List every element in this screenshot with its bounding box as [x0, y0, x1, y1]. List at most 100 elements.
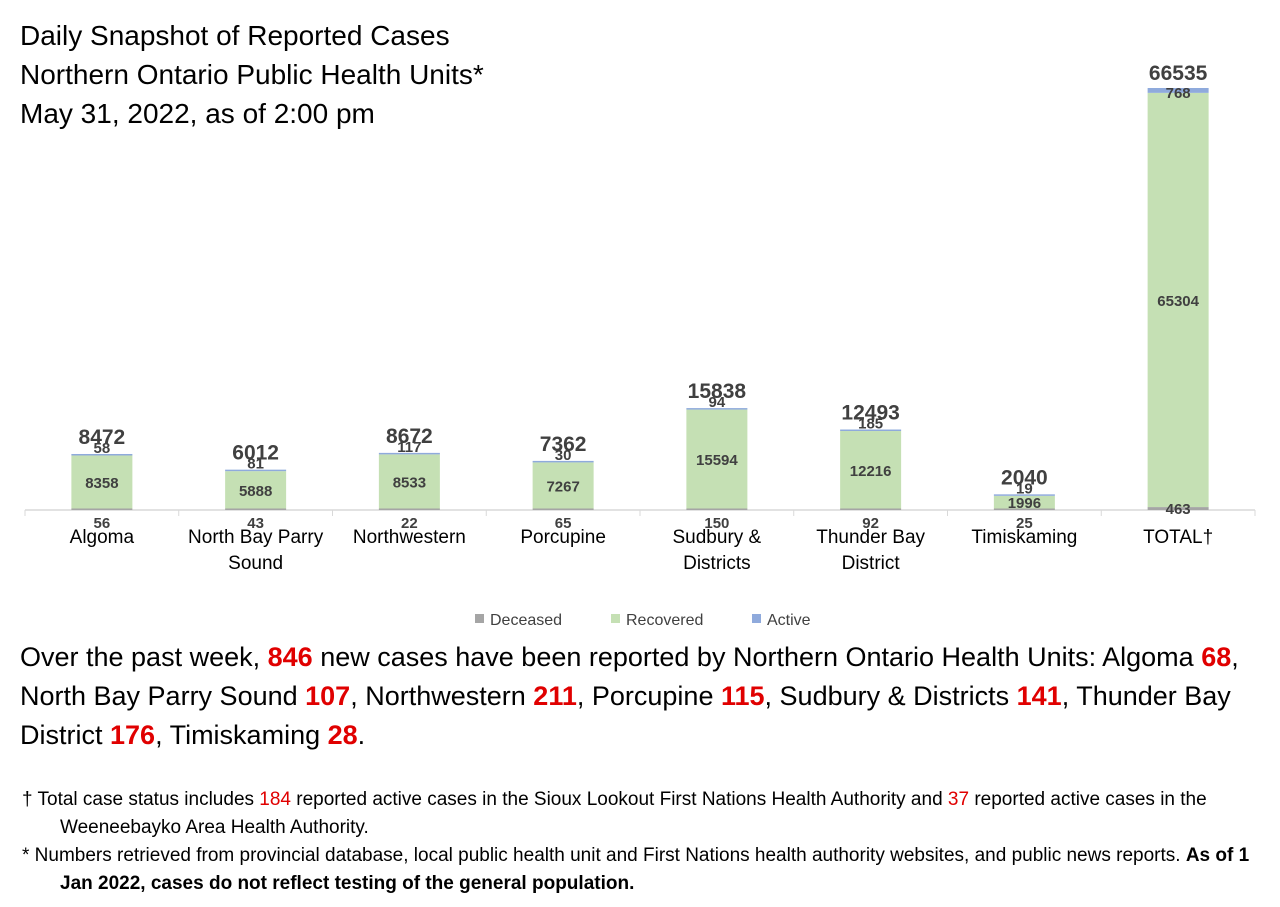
legend-swatch-recovered: [611, 614, 620, 623]
data-label-deceased: 22: [401, 515, 418, 532]
data-label-active: 768: [1166, 85, 1191, 102]
data-label-total: 15838: [688, 380, 747, 403]
bar-segment-active: [225, 469, 287, 472]
footnote-dagger: † Total case status includes 184 reporte…: [22, 786, 1272, 842]
bar-segment-deceased: [225, 508, 287, 510]
legend-label-deceased: Deceased: [490, 612, 562, 629]
title-line-3: May 31, 2022, as of 2:00 pm: [20, 98, 375, 129]
x-tick-label: Thunder Bay: [816, 527, 925, 548]
bar-segment-recovered: [71, 455, 133, 509]
bar-segment-recovered: [686, 409, 748, 509]
bar-segment-deceased: [1147, 507, 1209, 510]
title-line-2: Northern Ontario Public Health Units*: [20, 59, 484, 90]
summary-unit-name: Thunder Bay District: [20, 681, 1231, 750]
bar-segment-active: [1147, 88, 1209, 93]
bar-segment-recovered: [225, 471, 287, 509]
data-label-total: 66535: [1149, 62, 1208, 85]
data-label-total: 2040: [1001, 466, 1048, 489]
summary-unit-count: 68: [1201, 642, 1232, 672]
x-tick-label: North Bay Parry: [188, 527, 324, 548]
data-label-deceased: 463: [1166, 501, 1191, 518]
legend-label-active: Active: [767, 612, 811, 629]
data-label-recovered: 5888: [239, 483, 272, 500]
summary-unit-count: 176: [110, 720, 156, 750]
data-label-recovered: 7267: [546, 478, 579, 495]
x-tick-label: Sudbury &: [673, 527, 762, 548]
data-label-active: 19: [1016, 480, 1033, 497]
footnote-dagger-num-1: 184: [259, 789, 291, 810]
summary-intro: Over the past week,: [20, 642, 268, 672]
footnote-star-bold: As of 1 Jan 2022, cases do not reflect t…: [60, 845, 1250, 894]
data-label-deceased: 56: [94, 515, 111, 532]
footnote-dagger-text-3: reported active cases in the Weeneebayko…: [60, 789, 1207, 838]
data-label-deceased: 65: [555, 515, 572, 532]
data-label-total: 6012: [232, 442, 279, 465]
footnote-dagger-text-2: reported active cases in the Sioux Looko…: [291, 789, 948, 810]
bar-segment-active: [71, 453, 133, 456]
summary-intro-end: new cases have been reported by Northern…: [312, 642, 1097, 672]
footnotes: † Total case status includes 184 reporte…: [22, 786, 1272, 898]
bar-segment-deceased: [993, 508, 1055, 510]
x-tick-label: TOTAL†: [1143, 527, 1213, 548]
bar-segment-deceased: [71, 508, 133, 510]
summary-unit-name: Algoma: [1102, 642, 1202, 672]
data-label-recovered: 1996: [1008, 495, 1041, 512]
x-tick-label: Sound: [228, 553, 283, 574]
data-label-active: 58: [94, 440, 111, 457]
summary-unit-count: 107: [305, 681, 351, 711]
data-label-recovered: 8358: [85, 475, 118, 492]
bar-segment-recovered: [1147, 92, 1209, 508]
bar-segment-deceased: [378, 508, 440, 510]
footnote-star: * Numbers retrieved from provincial data…: [22, 842, 1272, 898]
legend-swatch-deceased: [475, 614, 484, 623]
footnote-dagger-text-1: † Total case status includes: [22, 789, 260, 810]
summary-unit-count: 211: [533, 681, 577, 711]
data-label-active: 30: [555, 447, 572, 464]
summary-unit-count: 115: [720, 681, 765, 711]
data-label-recovered: 12216: [850, 463, 892, 480]
bar-segment-recovered: [993, 495, 1055, 509]
footnote-star-text: * Numbers retrieved from provincial data…: [22, 845, 1186, 866]
data-label-active: 185: [858, 416, 883, 433]
bar-segment-recovered: [840, 431, 902, 509]
data-label-active: 94: [709, 394, 726, 411]
bar-segment-deceased: [840, 508, 902, 510]
stacked-bar-chart: 58 8358 56 8472 Algoma 81 5888 43 6012 North Bay …: [24, 62, 1256, 629]
x-tick-label: District: [842, 553, 901, 574]
data-label-total: 12493: [841, 402, 899, 425]
bar-segment-recovered: [378, 454, 440, 509]
bar-segment-active: [993, 494, 1055, 496]
summary-total-new: 846: [267, 642, 313, 672]
bar-segment-deceased: [532, 508, 594, 510]
data-label-total: 7362: [540, 433, 587, 456]
data-label-deceased: 92: [862, 515, 879, 532]
data-label-deceased: 43: [247, 515, 264, 532]
data-label-total: 8672: [386, 425, 433, 448]
weekly-summary: Over the past week, 846 new cases have b…: [20, 638, 1270, 755]
summary-unit-name: Porcupine: [591, 681, 721, 711]
legend-swatch-active: [752, 614, 761, 623]
data-label-deceased: 150: [704, 515, 729, 532]
data-label-active: 117: [397, 439, 421, 456]
summary-unit-name: Northwestern: [365, 681, 534, 711]
bar-segment-active: [686, 408, 748, 410]
x-tick-label: Timiskaming: [971, 527, 1077, 548]
summary-unit-count: 141: [1016, 681, 1062, 711]
bar-segment-active: [532, 460, 594, 463]
bar-segment-deceased: [686, 508, 748, 510]
data-label-recovered: 15594: [696, 452, 738, 469]
x-tick-label: Districts: [683, 553, 751, 574]
summary-unit-name: Timiskaming: [169, 720, 328, 750]
bar-segment-recovered: [532, 462, 594, 509]
data-label-total: 8472: [79, 426, 126, 449]
bar-segment-active: [840, 429, 902, 432]
x-tick-label: Porcupine: [520, 527, 606, 548]
data-label-deceased: 25: [1016, 515, 1033, 532]
data-label-active: 81: [247, 456, 264, 473]
summary-unit-list: Algoma 68, North Bay Parry Sound 107, No…: [20, 642, 1239, 750]
bar-segment-active: [378, 452, 440, 455]
summary-unit-name: North Bay Parry Sound: [20, 681, 306, 711]
title-line-1: Daily Snapshot of Reported Cases: [20, 20, 450, 51]
legend-label-recovered: Recovered: [626, 612, 703, 629]
footnote-dagger-num-2: 37: [947, 789, 970, 810]
